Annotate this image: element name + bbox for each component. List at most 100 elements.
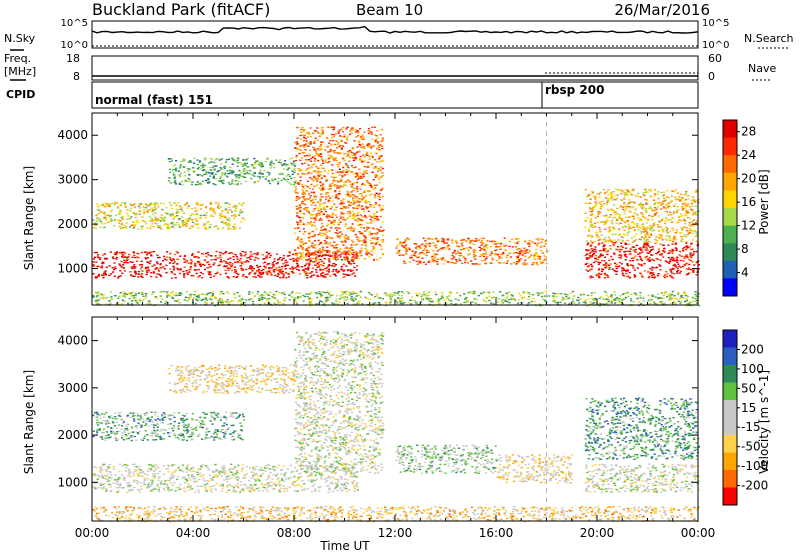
echo-cell [258,178,262,180]
echo-cell [697,264,701,266]
echo-cell [686,241,689,243]
echo-cell [240,269,243,271]
echo-cell [411,250,414,252]
echo-cell [156,203,159,205]
echo-cell [670,272,673,274]
echo-cell [234,297,237,299]
echo-cell [316,139,319,142]
echo-cell [193,157,196,160]
echo-cell [299,159,302,161]
echo-cell [237,273,240,276]
echo-cell [555,295,558,298]
echo-cell [632,222,635,224]
echo-cell [683,194,686,196]
echo-cell [594,200,598,203]
echo-cell [221,174,224,176]
echo-cell [304,255,307,257]
echo-cell [519,248,522,250]
echo-cell [347,291,350,293]
echo-cell [607,226,610,229]
echo-cell [280,272,283,274]
echo-cell [176,221,179,224]
echo-cell [316,266,319,268]
echo-cell [451,258,455,260]
echo-cell [206,228,209,230]
echo-cell [667,202,670,204]
echo-cell [157,256,160,259]
echo-cell [93,256,97,258]
echo-cell [219,298,222,300]
echo-cell [627,228,630,230]
echo-cell [110,296,113,298]
echo-cell [96,254,100,256]
echo-cell [109,210,112,213]
echo-cell [611,258,614,261]
echo-cell [357,204,361,206]
echo-cell [288,182,291,184]
echo-cell [228,267,231,269]
echo-cell [656,274,660,277]
echo-cell [306,132,309,134]
echo-cell [171,212,174,215]
echo-cell [611,196,614,198]
echo-cell [643,241,646,243]
echo-cell [478,246,481,248]
echo-cell [637,195,640,198]
echo-cell [460,243,463,245]
echo-cell [309,200,313,202]
echo-cell [318,135,321,137]
echo-cell [348,227,351,229]
echo-cell [119,204,122,206]
echo-cell [324,276,327,278]
echo-cell [235,160,238,163]
echo-cell [460,254,463,257]
echo-cell [172,262,175,265]
echo-cell [642,208,645,210]
echo-cell [302,269,305,272]
echo-cell [288,267,292,270]
echo-cell [318,146,321,148]
echo-cell [598,193,601,195]
echo-cell [101,223,104,225]
echo-cell [209,276,212,279]
echo-cell [349,180,352,183]
echo-cell [353,152,356,155]
echo-cell [676,267,680,270]
echo-cell [102,273,106,275]
echo-cell [364,195,367,197]
echo-cell [483,253,486,255]
echo-cell [657,198,660,200]
echo-cell [252,267,255,270]
echo-cell [623,251,626,253]
echo-cell [287,167,290,169]
echo-cell [132,204,135,206]
echo-cell [423,291,426,293]
echo-cell [599,191,602,194]
echo-cell [347,195,350,197]
echo-cell [275,267,278,269]
echo-cell [342,202,346,204]
echo-cell [348,262,351,264]
echo-cell [330,133,334,136]
echo-cell [204,268,207,271]
echo-cell [434,238,437,240]
echo-cell [354,172,358,175]
echo-cell [695,211,698,213]
echo-cell [370,147,373,149]
echo-cell [296,215,299,217]
echo-cell [436,239,439,242]
echo-cell [649,267,652,270]
echo-cell [330,265,334,267]
echo-cell [335,193,338,196]
echo-cell [651,276,654,278]
echo-cell [338,270,341,273]
echo-cell [603,249,606,252]
echo-cell [321,189,324,191]
echo-cell [669,258,672,260]
echo-cell [603,256,606,258]
echo-cell [213,161,216,164]
echo-cell [199,174,202,176]
echo-cell [248,299,251,301]
echo-cell [232,225,235,228]
echo-cell [358,240,361,242]
